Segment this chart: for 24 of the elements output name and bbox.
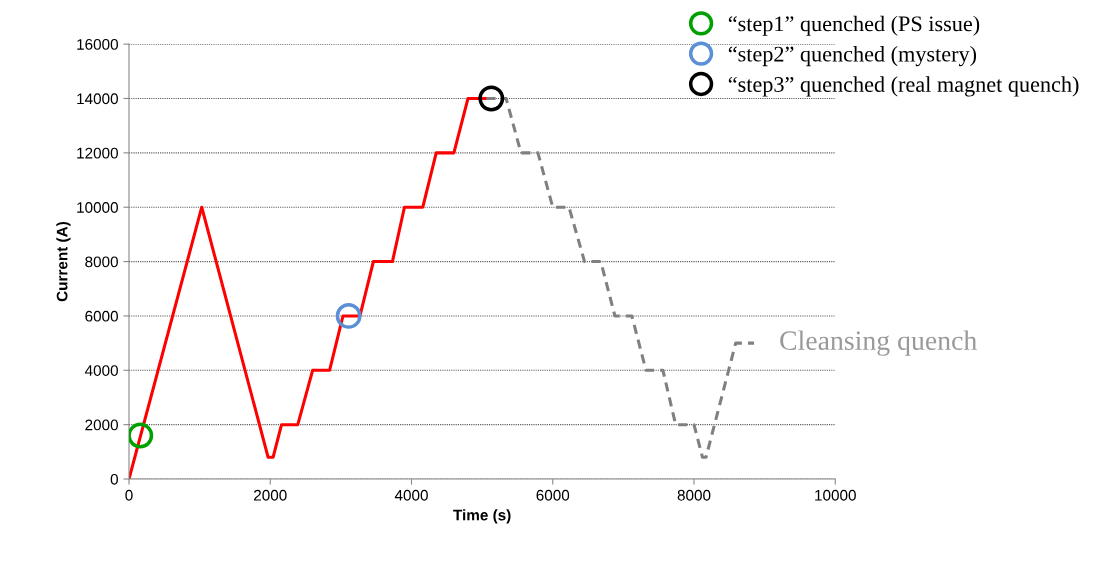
y-tick-label: 8000: [85, 256, 118, 268]
legend-label: “step1” quenched (PS issue): [728, 15, 980, 36]
x-tick-label: 6000: [536, 489, 570, 501]
y-tick-label: 12000: [77, 147, 118, 159]
legend-label: “step3” quenched (real magnet quench): [728, 76, 1079, 97]
point: [478, 85, 505, 112]
x-tick-label: 0: [125, 489, 133, 501]
x-tick-label: 4000: [394, 489, 428, 501]
y-tick-label: 10000: [77, 202, 118, 213]
y-tick-label: 2000: [85, 419, 118, 431]
x-tick-label: 8000: [677, 489, 711, 501]
point: [335, 303, 362, 329]
y-tick-label: 16000: [77, 38, 118, 50]
y-tick-label: 4000: [84, 365, 118, 376]
x-tick-label: 2000: [254, 489, 287, 501]
y-tick-label: 6000: [85, 310, 118, 322]
annotation: Cleansing quench: [780, 330, 977, 356]
y-tick-label: 14000: [77, 93, 118, 105]
legend-label: “step2” quenched (mystery): [728, 45, 977, 67]
x-tick-label: 10000: [815, 489, 856, 501]
point: [128, 422, 154, 449]
x-axis-title: Time (s): [453, 509, 511, 524]
y-axis-title: Current (A): [56, 222, 71, 302]
y-tick-label: 0: [110, 473, 118, 485]
